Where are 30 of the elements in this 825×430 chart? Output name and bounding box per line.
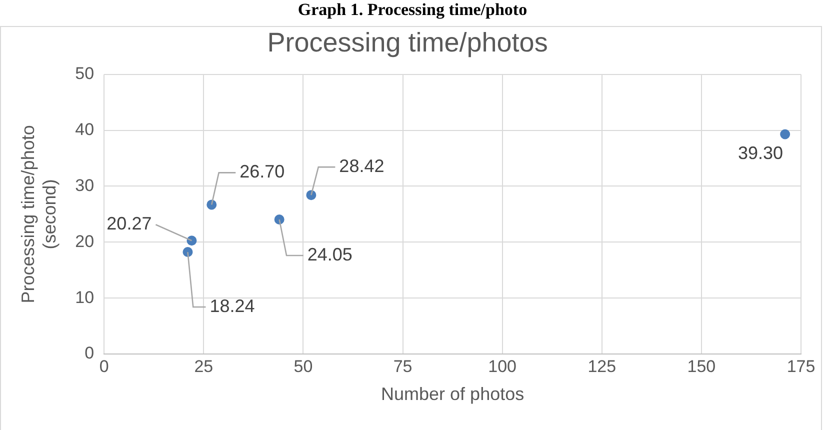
- y-tick-label: 20: [75, 232, 94, 251]
- y-tick-label: 50: [75, 64, 94, 84]
- x-tick-label: 100: [488, 356, 517, 376]
- x-tick-label: 175: [786, 356, 816, 376]
- point: [206, 200, 217, 210]
- x-tick-label: 150: [687, 356, 716, 376]
- data-label: 24.05: [307, 244, 352, 264]
- point: [780, 129, 790, 140]
- data-label: 39.30: [738, 143, 784, 164]
- y-tick-label: 30: [75, 176, 94, 195]
- x-tick-label: 25: [194, 356, 214, 376]
- x-tick-label: 0: [99, 356, 109, 376]
- point: [186, 236, 197, 246]
- y-tick-label: 10: [75, 288, 94, 307]
- x-tick-label: 50: [294, 356, 313, 376]
- data-label: 28.42: [339, 156, 384, 176]
- y-axis-title: Processing time/photo (second): [18, 125, 60, 304]
- point: [306, 190, 316, 200]
- y-tick-label: 0: [84, 344, 94, 363]
- data-label: 26.70: [240, 162, 285, 182]
- data-label: 18.24: [210, 296, 255, 316]
- x-axis-title: Number of photos: [381, 384, 524, 404]
- chart-title: Processing time/photos: [267, 28, 548, 58]
- point: [182, 247, 193, 257]
- y-tick-label: 40: [75, 120, 94, 140]
- data-label: 20.27: [106, 214, 152, 234]
- x-tick-label: 75: [393, 356, 412, 376]
- point: [274, 214, 284, 225]
- caption: Graph 1. Processing time/photo: [296, 0, 528, 19]
- x-tick-label: 125: [588, 356, 616, 376]
